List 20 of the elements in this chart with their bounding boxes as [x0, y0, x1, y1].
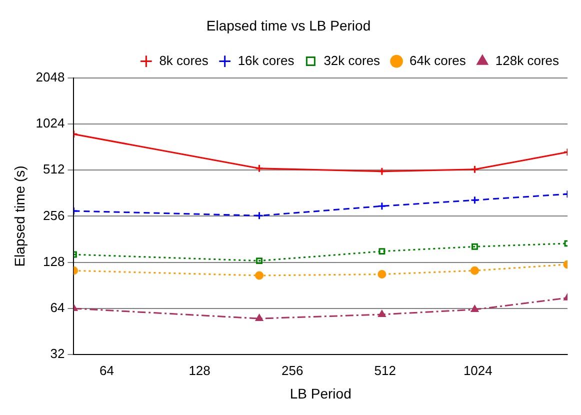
x-axis-title: LB Period [290, 385, 352, 402]
legend-label: 128k cores [495, 52, 560, 68]
chart-title: Elapsed time vs LB Period [206, 17, 371, 34]
x-tick-label: 1024 [463, 362, 492, 378]
legend-label: 64k cores [410, 52, 466, 68]
y-tick-label: 64 [50, 300, 65, 316]
y-tick-label: 1024 [36, 116, 65, 131]
y-tick-label: 256 [43, 208, 65, 223]
x-tick-label: 128 [188, 362, 210, 378]
y-tick-label: 512 [43, 162, 65, 177]
legend-label: 32k cores [324, 52, 381, 68]
x-tick-label: 64 [100, 362, 114, 378]
y-tick-label: 2048 [36, 69, 65, 84]
x-tick-label: 256 [281, 362, 304, 378]
legend-label: 16k cores [238, 52, 295, 68]
x-tick-label: 512 [374, 362, 396, 378]
y-tick-label: 128 [43, 254, 65, 269]
y-axis-title: Elapsed time (s) [11, 166, 28, 267]
y-tick-label: 32 [50, 346, 65, 362]
legend-label: 8k cores [159, 52, 209, 68]
